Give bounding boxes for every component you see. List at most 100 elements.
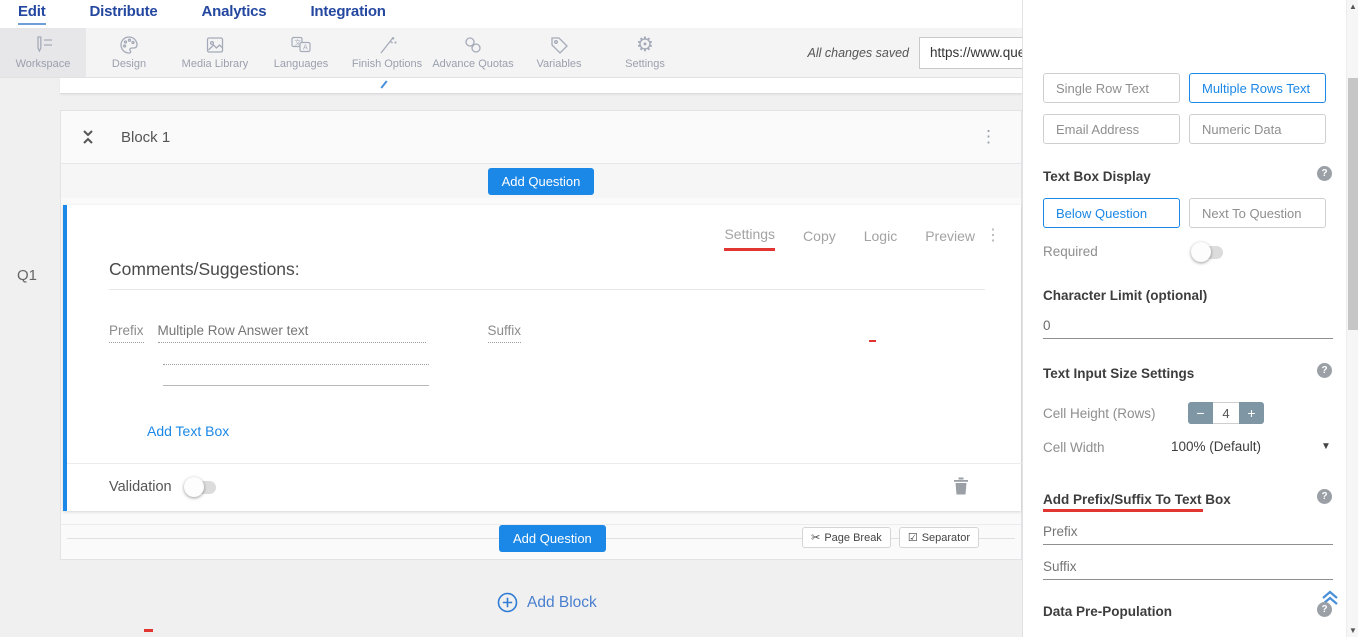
validation-row: Validation [109, 476, 216, 497]
toolbar-item-label: Design [111, 58, 147, 70]
required-toggle[interactable] [1191, 242, 1223, 262]
svg-text:文: 文 [295, 38, 302, 47]
nav-tab-distribute[interactable]: Distribute [89, 3, 158, 20]
block-title[interactable]: Block 1 [121, 128, 171, 146]
help-icon[interactable]: ? [1317, 363, 1332, 378]
add-block-button[interactable]: Add Block [497, 592, 597, 613]
add-question-strip-top: Add Question [61, 164, 1021, 198]
cell-width-value[interactable]: 100% (Default) [1171, 439, 1262, 454]
toolbar-item-design[interactable]: Design [86, 28, 172, 77]
tab-copy[interactable]: Copy [803, 227, 836, 244]
collapse-block-icon[interactable] [81, 129, 95, 145]
text-box-display-heading: Text Box Display [1043, 169, 1151, 184]
vertical-scrollbar[interactable]: ▲ ▼ [1346, 0, 1358, 637]
prefix-input[interactable] [1043, 524, 1333, 545]
toolbar-item-finish-options[interactable]: Finish Options [344, 28, 430, 77]
toolbar-item-label: Advance Quotas [432, 58, 514, 70]
page-break-button[interactable]: ✂ Page Break [802, 527, 891, 548]
answer-text-input[interactable] [157, 323, 426, 343]
suffix-input[interactable] [1043, 559, 1333, 580]
question-title[interactable]: Comments/Suggestions: [109, 259, 300, 279]
answer-row-3 [163, 385, 429, 386]
chain-links-icon [465, 37, 481, 53]
delete-question-icon[interactable] [953, 477, 969, 495]
prefix-inline-label[interactable]: Prefix [109, 323, 144, 343]
increment-button[interactable]: + [1239, 402, 1264, 424]
question-number-label: Q1 [17, 267, 38, 284]
toolbar-item-settings[interactable]: ⚙ Settings [602, 28, 688, 77]
settings-sidebar: Single Row Text Multiple Rows Text Email… [1022, 0, 1346, 637]
scrollbar-up-arrow[interactable]: ▲ [1349, 2, 1357, 11]
add-question-strip-bottom: Add Question ✂ Page Break ☑ Separator [61, 524, 1021, 552]
cell-height-stepper: − 4 + [1188, 402, 1264, 424]
nav-tab-analytics[interactable]: Analytics [201, 3, 267, 20]
suffix-inline-label[interactable]: Suffix [487, 323, 522, 343]
separator-icon: ☑ [907, 532, 918, 544]
tag-icon [551, 37, 568, 54]
question-tabs: Settings Copy Logic Preview [724, 226, 975, 251]
tab-settings[interactable]: Settings [724, 226, 776, 251]
strip-right-buttons: ✂ Page Break ☑ Separator [802, 527, 979, 548]
text-input-size-heading: Text Input Size Settings [1043, 366, 1195, 381]
nav-tab-edit[interactable]: Edit [18, 3, 46, 25]
add-question-button-top[interactable]: Add Question [487, 167, 595, 195]
plus-circle-icon [497, 592, 518, 613]
scrollbar-down-arrow[interactable]: ▼ [1349, 626, 1357, 635]
red-dash-artifact [869, 340, 876, 342]
toolbar-item-workspace[interactable]: Workspace [0, 28, 86, 77]
toolbar-item-label: Media Library [181, 58, 249, 70]
prefix-suffix-heading: Add Prefix/Suffix To Text Box [1043, 492, 1231, 507]
question-card: Settings Copy Logic Preview ⋮ Comments/S… [63, 205, 1025, 511]
block-menu-icon[interactable]: ⋮ [980, 127, 997, 146]
design-palette-icon [120, 36, 138, 54]
languages-icon: 文A [291, 36, 311, 53]
tab-preview[interactable]: Preview [925, 227, 975, 244]
scissors-icon: ✂ [811, 532, 821, 544]
nav-links: Edit Distribute Analytics Integration [0, 3, 386, 25]
type-button-multiple-rows[interactable]: Multiple Rows Text [1189, 73, 1326, 103]
separator-button[interactable]: ☑ Separator [898, 527, 979, 548]
scrollbar-thumb[interactable] [1348, 78, 1358, 330]
toolbar-item-label: Variables [536, 58, 582, 70]
add-text-box-link[interactable]: Add Text Box [147, 423, 230, 439]
svg-text:A: A [303, 45, 308, 52]
display-button-below[interactable]: Below Question [1043, 198, 1180, 228]
tab-logic[interactable]: Logic [863, 227, 898, 244]
block-header: Block 1 ⋮ [61, 111, 1021, 164]
data-prepopulation-heading: Data Pre-Population [1043, 604, 1173, 619]
toolbar-item-variables[interactable]: Variables [516, 28, 602, 77]
block-card: Block 1 ⋮ Add Question Settings Copy Log… [60, 110, 1025, 560]
toolbar-item-label: Settings [625, 58, 665, 70]
workspace-icon [37, 36, 52, 53]
type-button-email[interactable]: Email Address [1043, 114, 1180, 144]
validation-label: Validation [109, 479, 172, 495]
add-question-button-bottom[interactable]: Add Question [499, 525, 606, 552]
help-icon[interactable]: ? [1317, 602, 1332, 617]
toolbar-item-advance-quotas[interactable]: Advance Quotas [430, 28, 516, 77]
type-button-numeric[interactable]: Numeric Data [1189, 114, 1326, 144]
cell-height-value[interactable]: 4 [1213, 402, 1239, 424]
gear-icon: ⚙ [636, 34, 654, 56]
nav-tab-integration[interactable]: Integration [310, 3, 386, 20]
toggle-knob [183, 476, 204, 497]
decrement-button[interactable]: − [1188, 402, 1213, 424]
answer-row-2 [163, 364, 429, 365]
toolbar-item-label: Finish Options [351, 58, 423, 70]
help-icon[interactable]: ? [1317, 166, 1332, 181]
question-divider [67, 463, 1025, 464]
cell-height-label: Cell Height (Rows) [1043, 406, 1156, 421]
toolbar-item-label: Languages [273, 58, 329, 70]
previous-card-edge [60, 78, 1022, 94]
chevron-down-icon[interactable]: ▼ [1321, 441, 1331, 452]
character-limit-input[interactable] [1043, 318, 1333, 339]
question-menu-icon[interactable]: ⋮ [985, 227, 1001, 244]
magic-wand-icon [380, 37, 397, 54]
media-library-icon [206, 37, 224, 53]
display-button-next-to[interactable]: Next To Question [1189, 198, 1326, 228]
toolbar-item-media-library[interactable]: Media Library [172, 28, 258, 77]
help-icon[interactable]: ? [1317, 489, 1332, 504]
validation-toggle[interactable] [183, 476, 216, 497]
type-button-single-row[interactable]: Single Row Text [1043, 73, 1180, 103]
